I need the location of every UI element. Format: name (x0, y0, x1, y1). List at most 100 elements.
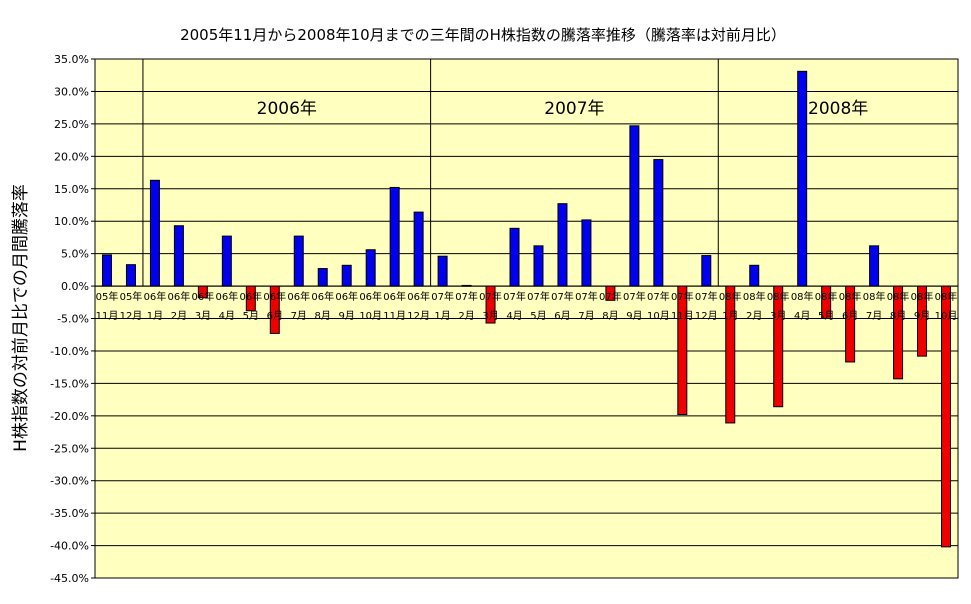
category-year-label: 08年 (743, 290, 766, 303)
category-year-label: 06年 (335, 290, 358, 303)
category-month-label: 3月 (195, 310, 211, 322)
y-tick-label: 30.0% (54, 85, 89, 98)
y-tick-label: -5.0% (57, 313, 89, 326)
year-dividers (142, 59, 719, 287)
category-year-label: 07年 (431, 290, 454, 303)
bar (365, 249, 376, 287)
category-month-label: 12月 (695, 310, 718, 322)
y-tick-label: -40.0% (50, 540, 89, 553)
category-month-label: 6月 (842, 310, 858, 322)
category-month-label: 10月 (359, 310, 382, 322)
bar (125, 264, 136, 287)
category-year-label: 08年 (935, 290, 958, 303)
bar (221, 235, 232, 287)
bar (653, 159, 664, 287)
bar (389, 186, 400, 287)
category-month-label: 9月 (914, 310, 930, 322)
category-year-label: 08年 (911, 290, 934, 303)
category-month-label: 12月 (407, 310, 430, 322)
category-month-label: 8月 (602, 310, 618, 322)
category-month-label: 2月 (458, 310, 474, 322)
y-tick-label: -20.0% (50, 410, 89, 423)
y-tick-label: -35.0% (50, 507, 89, 520)
y-tick-label: 25.0% (54, 118, 89, 131)
category-year-label: 07年 (671, 290, 694, 303)
category-month-label: 3月 (770, 310, 786, 322)
category-year-label: 06年 (239, 290, 262, 303)
category-year-label: 07年 (575, 290, 598, 303)
bar (581, 219, 592, 287)
category-month-label: 3月 (482, 310, 498, 322)
category-month-label: 12月 (120, 310, 143, 322)
category-year-label: 08年 (791, 290, 814, 303)
gridlines (91, 58, 958, 579)
category-year-label: 06年 (168, 290, 191, 303)
category-year-label: 07年 (527, 290, 550, 303)
bar (341, 264, 352, 287)
category-month-label: 1月 (434, 310, 450, 322)
bar (437, 255, 448, 287)
category-month-label: 8月 (890, 310, 906, 322)
category-month-label: 2月 (171, 310, 187, 322)
y-tick-label: 5.0% (61, 248, 89, 261)
bar (557, 203, 568, 287)
year-label: 2007年 (544, 99, 604, 119)
category-year-label: 07年 (695, 290, 718, 303)
bar (173, 225, 184, 287)
category-year-label: 06年 (407, 290, 430, 303)
y-tick-label: -15.0% (50, 377, 89, 390)
category-year-label: 08年 (863, 290, 886, 303)
category-month-label: 10月 (935, 310, 958, 322)
y-tick-labels: 35.0% 30.0% 25.0% 20.0% 15.0% 10.0% 5.0% 0.0% -5… (50, 53, 89, 585)
bar (293, 235, 304, 287)
category-year-label: 06年 (383, 290, 406, 303)
category-year-label: 07年 (599, 290, 622, 303)
category-month-label: 11月 (671, 310, 694, 322)
category-year-label: 06年 (311, 290, 334, 303)
category-month-label: 7月 (866, 310, 882, 322)
category-year-label: 07年 (551, 290, 574, 303)
category-month-label: 11月 (96, 310, 119, 322)
year-labels: 2006年 2007年 2008年 (257, 99, 869, 119)
category-month-label: 7月 (291, 310, 307, 322)
y-tick-label: 0.0% (61, 280, 89, 293)
category-month-label: 9月 (626, 310, 642, 322)
category-year-label: 08年 (815, 290, 838, 303)
category-year-label: 06年 (215, 290, 238, 303)
category-month-label: 2月 (746, 310, 762, 322)
category-labels: 05年11月05年12月06年1月06年2月06年3月06年4月06年5月06年… (96, 290, 958, 322)
category-month-label: 1月 (722, 310, 738, 322)
bar (509, 227, 520, 287)
bar (749, 264, 760, 287)
bar (701, 255, 712, 287)
year-label: 2006年 (257, 99, 317, 119)
y-tick-label: 35.0% (54, 53, 89, 66)
y-tick-label: 10.0% (54, 215, 89, 228)
category-year-label: 08年 (719, 290, 742, 303)
category-year-label: 06年 (287, 290, 310, 303)
year-label: 2008年 (808, 99, 868, 119)
y-tick-label: -30.0% (50, 475, 89, 488)
bar (773, 285, 784, 408)
category-month-label: 4月 (219, 310, 235, 322)
category-year-label: 08年 (767, 290, 790, 303)
bar (317, 268, 328, 287)
category-year-label: 07年 (455, 290, 478, 303)
category-month-label: 5月 (818, 310, 834, 322)
bar (677, 285, 688, 416)
y-tick-label: 20.0% (54, 150, 89, 163)
category-year-label: 05年 (96, 290, 119, 303)
bar (533, 245, 544, 287)
chart-title: 2005年11月から2008年10月までの三年間のH株指数の騰落率推移（騰落率は… (180, 26, 786, 44)
category-year-label: 06年 (263, 290, 286, 303)
y-axis-label: H株指数の対前月比での月間騰落率 (11, 184, 31, 452)
category-year-label: 07年 (479, 290, 502, 303)
category-year-label: 05年 (120, 290, 143, 303)
category-month-label: 5月 (530, 310, 546, 322)
category-year-label: 06年 (192, 290, 215, 303)
category-month-label: 9月 (339, 310, 355, 322)
category-month-label: 8月 (315, 310, 331, 322)
bar (941, 285, 952, 548)
bar (629, 125, 640, 287)
